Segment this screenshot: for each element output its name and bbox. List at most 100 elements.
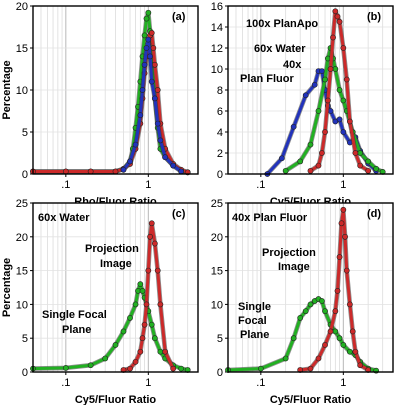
annotation: 40x [283, 59, 302, 71]
data-point [340, 129, 347, 135]
data-point [145, 9, 152, 16]
data-point [290, 123, 297, 130]
y-tick-label: 0 [217, 367, 223, 379]
data-point [148, 321, 155, 328]
y-tick-label: 0 [22, 367, 28, 379]
y-tick-label: 5 [217, 333, 223, 345]
data-point [151, 335, 158, 342]
data-point [87, 168, 94, 175]
data-point [112, 168, 119, 175]
data-point [340, 206, 347, 213]
data-point [148, 220, 155, 227]
data-point [127, 315, 133, 321]
x-tick-label: .1 [61, 179, 70, 191]
data-point [147, 233, 153, 240]
series-0 [30, 281, 191, 373]
data-point [365, 167, 372, 174]
data-point [315, 108, 322, 114]
y-tick-label: 20 [16, 1, 28, 13]
data-point [297, 158, 304, 165]
annotation: Single [238, 301, 271, 313]
data-point [340, 342, 347, 348]
data-point [322, 129, 328, 135]
y-tick-label: 10 [16, 299, 28, 311]
data-point [127, 365, 133, 372]
data-point [178, 168, 185, 175]
data-point [143, 45, 150, 51]
data-point [322, 308, 328, 315]
data-point [336, 254, 343, 260]
x-tick-label: .1 [256, 179, 265, 191]
y-tick-label: 20 [16, 232, 28, 244]
annotation: Projection [85, 243, 139, 255]
data-point [319, 150, 325, 156]
x-tick-label: .1 [256, 377, 265, 389]
data-point [127, 158, 133, 165]
y-tick-label: 2 [217, 148, 223, 160]
data-point [357, 362, 364, 369]
plot-frame [32, 202, 199, 373]
data-point [137, 348, 144, 355]
data-point [346, 118, 353, 125]
data-point [340, 97, 347, 104]
data-point [148, 78, 155, 85]
panel-d: 0 5 10 15 20 25 .1 1 (d) Cy5/Fluor Ratio 40x Plan … [211, 198, 394, 405]
annotation: Plan Fluor [240, 73, 295, 85]
data-point [151, 95, 158, 102]
annotation: Plane [240, 329, 269, 341]
data-point [338, 220, 345, 227]
data-point [322, 76, 328, 83]
grid [32, 5, 199, 175]
data-point [157, 348, 164, 355]
data-point [302, 308, 309, 315]
annotation: 60x Water [254, 43, 306, 55]
data-point [307, 141, 314, 148]
annotation: Image [100, 258, 132, 270]
data-point [151, 240, 158, 247]
data-point [148, 29, 155, 36]
data-point [327, 328, 334, 335]
annotation: Single Focal [42, 309, 107, 321]
data-point [141, 32, 148, 39]
data-point [352, 348, 359, 355]
x-axis-label: Cy5/Fluor Ratio [75, 394, 157, 405]
data-point [342, 233, 348, 240]
data-point [157, 301, 164, 308]
y-tick-label: 10 [211, 64, 223, 76]
data-point [157, 137, 164, 144]
grid [227, 202, 394, 373]
data-point [330, 34, 336, 41]
panel-label: (a) [172, 11, 186, 23]
data-point [373, 165, 380, 172]
annotation: 40x Plan Fluor [232, 212, 308, 224]
y-tick-label: 4 [217, 127, 223, 139]
data-point [257, 365, 264, 372]
data-point [282, 355, 289, 362]
data-point [290, 335, 297, 342]
y-axis-label: Percentage [1, 60, 13, 119]
data-point [154, 267, 161, 274]
annotation: Image [278, 261, 310, 273]
data-point [340, 45, 347, 51]
y-tick-label: 15 [211, 266, 223, 278]
data-point [319, 298, 325, 304]
y-tick-label: 0 [217, 169, 223, 181]
data-point [87, 362, 94, 369]
y-tick-label: 10 [16, 85, 28, 97]
data-point [137, 112, 144, 119]
data-point [307, 301, 314, 308]
data-point [132, 141, 139, 148]
annotation: Projection [262, 247, 316, 259]
y-tick-label: 25 [211, 198, 223, 210]
y-tick-label: 14 [211, 22, 223, 34]
plot-frame [227, 5, 394, 175]
y-tick-label: 5 [22, 333, 28, 345]
data-point [315, 162, 322, 169]
data-point [120, 328, 127, 335]
annotation: Focal [238, 315, 267, 327]
annotation: Plane [62, 324, 91, 336]
data-point [170, 162, 177, 169]
y-tick-label: 25 [16, 198, 28, 210]
